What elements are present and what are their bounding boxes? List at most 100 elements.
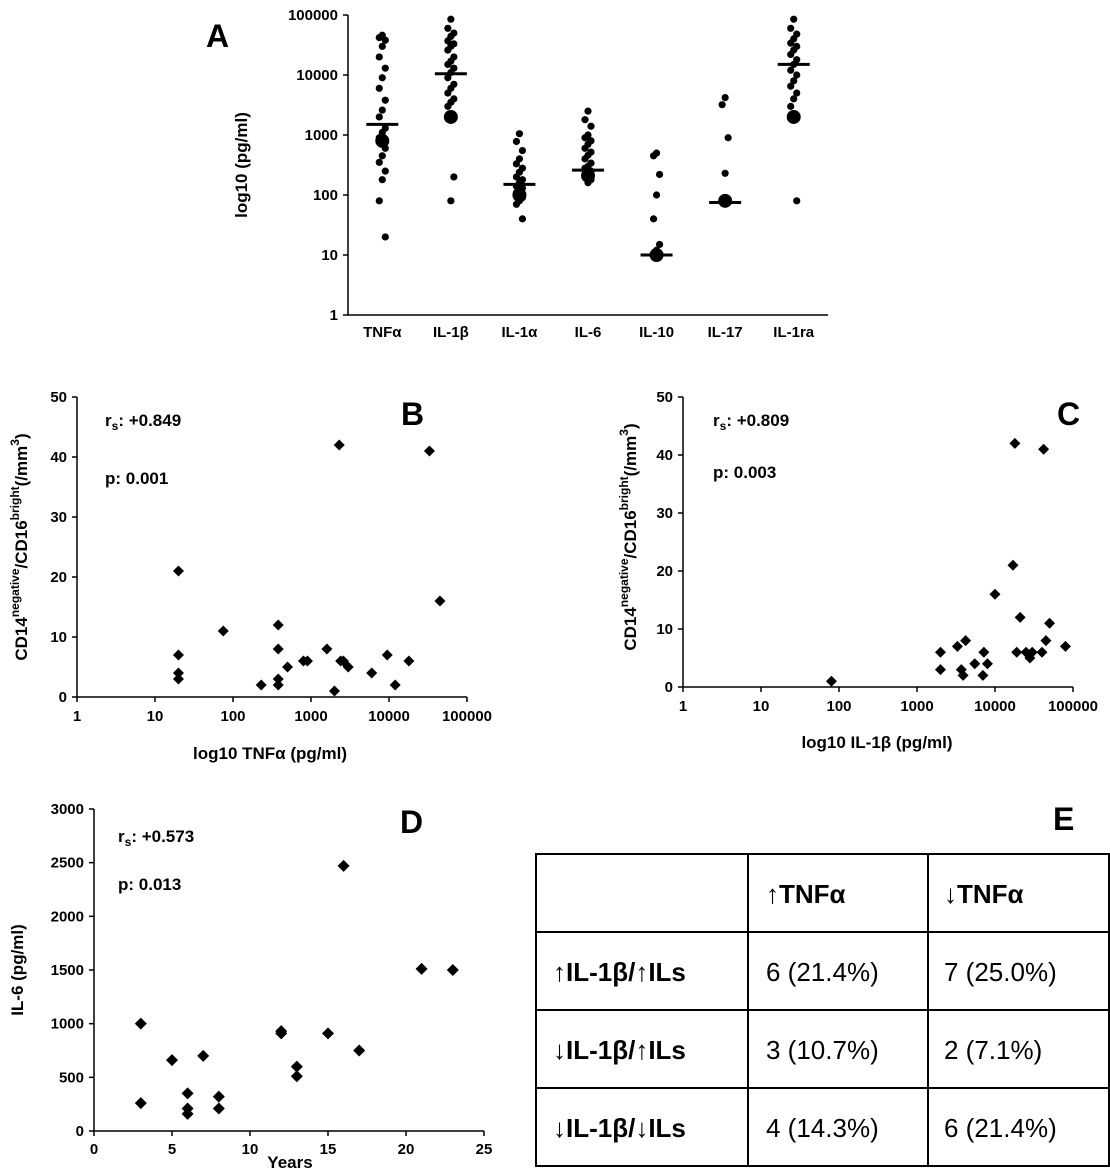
data-point: [790, 77, 798, 85]
data-point: [381, 167, 389, 175]
data-point: [515, 130, 524, 138]
table-row-label: ↓IL-1β/↓ILs: [553, 1113, 686, 1143]
data-point: [378, 106, 386, 114]
data-point: [172, 667, 184, 679]
data-point: [282, 661, 294, 673]
panel-b-rs-annotation: rs: +0.849: [105, 411, 181, 433]
y-tick-label: 40: [656, 447, 673, 464]
table-cell: 3 (10.7%): [766, 1035, 879, 1065]
panel-e-letter: E: [1053, 801, 1074, 837]
y-tick-label: 2000: [51, 908, 84, 925]
data-point: [978, 646, 990, 658]
data-point: [587, 122, 595, 130]
x-tick-label: 10000: [974, 698, 1016, 715]
panel-d-p-annotation: p: 0.013: [118, 875, 181, 894]
data-point: [446, 964, 459, 976]
data-point: [1040, 635, 1052, 647]
x-tick-label: 100000: [1048, 698, 1098, 715]
y-tick-label: 30: [656, 505, 673, 522]
x-tick-label: 100: [826, 698, 851, 715]
data-point: [375, 84, 383, 92]
panel-c-rs-annotation: rs: +0.809: [713, 411, 789, 433]
x-tick-label: 1: [73, 708, 81, 725]
data-point: [434, 595, 446, 607]
data-point: [655, 240, 664, 249]
data-point: [969, 658, 981, 670]
table-row-label: ↓IL-1β/↑ILs: [553, 1035, 686, 1065]
x-tick-label: 10000: [368, 708, 410, 725]
data-point: [375, 113, 383, 121]
x-tick-label: TNFα: [363, 324, 402, 341]
data-point: [375, 158, 383, 166]
data-point: [321, 643, 333, 655]
table-row-label: ↑IL-1β/↑ILs: [553, 957, 686, 987]
data-point: [381, 64, 389, 72]
data-point: [934, 664, 946, 676]
data-point: [275, 1027, 288, 1040]
data-point: [212, 1102, 225, 1115]
data-point: [793, 89, 801, 97]
panel-b-p-annotation: p: 0.001: [105, 469, 168, 488]
data-point: [378, 42, 386, 50]
data-point: [212, 1090, 225, 1103]
data-point: [652, 191, 661, 199]
y-tick-label: 10: [321, 247, 338, 264]
data-point: [172, 649, 184, 661]
mean-point: [581, 168, 595, 183]
data-point: [337, 859, 350, 872]
data-point: [787, 24, 795, 32]
data-point: [512, 173, 521, 181]
data-point: [181, 1087, 194, 1100]
data-point: [272, 679, 284, 691]
panel-b-x-axis-label: log10 TNFα (pg/ml): [193, 744, 347, 763]
x-tick-label: 20: [398, 1141, 415, 1158]
x-tick-label: 25: [476, 1141, 493, 1158]
panel-a-y-axis-label: log10 (pg/ml): [232, 112, 251, 218]
data-point: [272, 643, 284, 655]
data-point: [512, 200, 521, 208]
data-point: [134, 1017, 147, 1030]
data-point: [378, 74, 386, 82]
data-point: [378, 152, 386, 160]
table-header-cell: ↓TNFα: [944, 879, 1024, 909]
y-tick-label: 30: [50, 509, 67, 526]
data-point: [375, 53, 383, 61]
data-point: [989, 588, 1001, 600]
data-point: [787, 50, 795, 59]
data-point: [1026, 646, 1038, 658]
x-tick-label: 10: [242, 1141, 259, 1158]
data-point: [512, 137, 521, 146]
data-point: [718, 101, 726, 109]
panel-c-chart: C rs: +0.809 p: 0.003 log10 IL-1β (pg/ml…: [617, 389, 1098, 752]
data-point: [181, 1107, 194, 1120]
x-tick-label: 1000: [294, 708, 327, 725]
y-tick-label: 20: [50, 569, 67, 586]
data-point: [1009, 437, 1021, 449]
panel-c-y-axis-label: CD14negative/CD16bright(/mm3): [617, 423, 640, 650]
data-point: [353, 1044, 366, 1057]
mean-point: [786, 109, 801, 124]
y-tick-label: 40: [50, 449, 67, 466]
y-tick-label: 10000: [296, 67, 338, 84]
x-tick-label: 100000: [442, 708, 492, 725]
data-point: [328, 685, 340, 697]
mean-point: [443, 109, 458, 124]
data-point: [957, 669, 969, 681]
panel-b-chart: B rs: +0.849 p: 0.001 log10 TNFα (pg/ml)…: [8, 389, 492, 763]
data-point: [981, 658, 993, 670]
data-point: [172, 565, 184, 577]
panel-b-y-axis-label: CD14negative/CD16bright(/mm3): [8, 433, 31, 660]
data-point: [444, 89, 452, 97]
data-point: [444, 60, 452, 69]
data-point: [787, 82, 795, 90]
data-point: [322, 1027, 334, 1040]
data-point: [378, 176, 386, 184]
x-tick-label: 100: [220, 708, 245, 725]
data-point: [444, 46, 452, 54]
data-point: [166, 1054, 178, 1067]
data-point: [787, 102, 795, 110]
data-point: [584, 107, 592, 115]
data-point: [389, 679, 401, 691]
data-point: [381, 36, 389, 44]
